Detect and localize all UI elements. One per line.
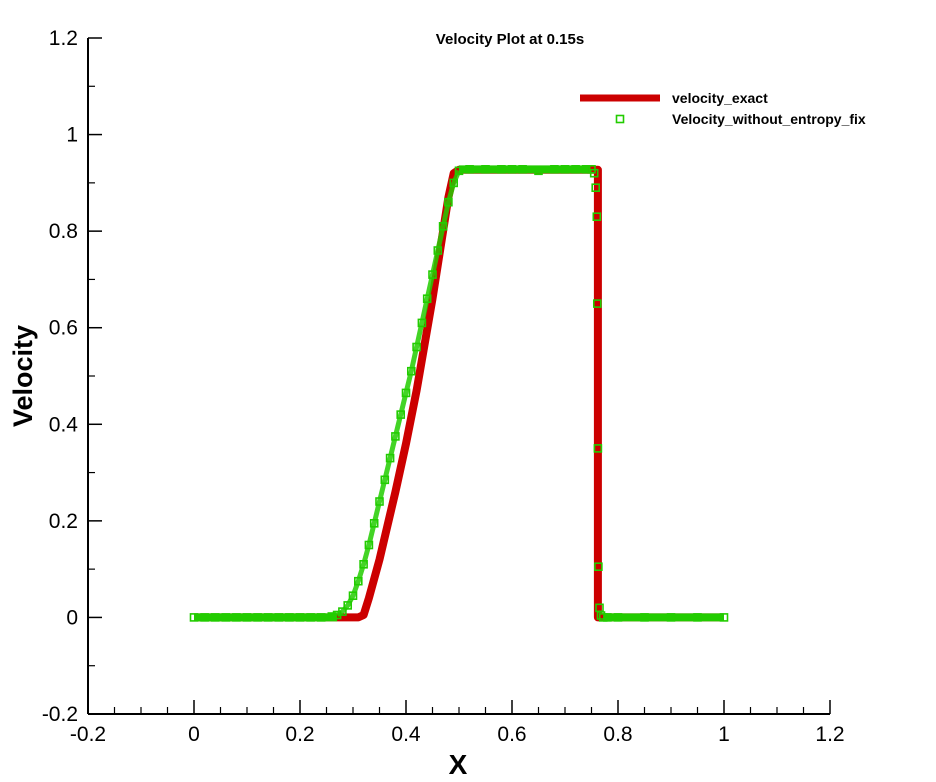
x-tick-label: 1.2 — [815, 723, 844, 746]
series-velocity-without-entropy-fix-point — [591, 183, 601, 192]
legend: velocity_exact Velocity_without_entropy_f… — [580, 90, 866, 127]
legend-label-velocity-exact: velocity_exact — [672, 90, 768, 106]
axes: -0.2 0 0.2 0.4 0.6 0.8 1 1.2 -0.2 0 0.2 0.4 0.6 0.8 1 1… — [42, 27, 845, 746]
legend-swatch-velocity-without-entropy-fix — [615, 114, 625, 124]
y-tick-label: 0.6 — [49, 317, 78, 340]
series-velocity-without-entropy-fix-ramp — [335, 169, 462, 618]
x-tick-label: 0.4 — [391, 723, 421, 746]
y-tick-label: 0 — [66, 606, 78, 629]
series-velocity-without-entropy-fix-point — [593, 444, 603, 453]
y-tick-label: 1 — [66, 124, 78, 147]
x-tick-label: 1 — [718, 723, 730, 746]
x-tick-label: 0.2 — [285, 723, 314, 746]
y-axis-title: Velocity — [8, 325, 38, 427]
series-velocity-without-entropy-fix-point — [592, 212, 602, 221]
series-layer — [189, 165, 729, 622]
y-tick-label: 0.4 — [49, 413, 79, 436]
series-velocity-without-entropy-fix-point — [592, 299, 602, 308]
series-velocity-exact-line — [194, 165, 724, 622]
y-tick-label: 0.8 — [49, 220, 78, 243]
x-tick-label: 0 — [188, 723, 200, 746]
y-tick-label: 1.2 — [49, 27, 78, 50]
x-axis-title: X — [449, 749, 468, 780]
series-velocity-without-entropy-fix-point — [589, 168, 599, 178]
series-velocity-without-entropy-fix-point — [594, 562, 603, 572]
chart-title: Velocity Plot at 0.15s — [436, 31, 584, 48]
x-tick-label: -0.2 — [70, 723, 106, 746]
y-tick-label: -0.2 — [42, 703, 78, 726]
x-tick-label: 0.8 — [603, 723, 632, 746]
legend-label-velocity-without-entropy-fix: Velocity_without_entropy_fix — [672, 111, 866, 127]
y-tick-label: 0.2 — [49, 510, 78, 533]
x-tick-label: 0.6 — [497, 723, 526, 746]
